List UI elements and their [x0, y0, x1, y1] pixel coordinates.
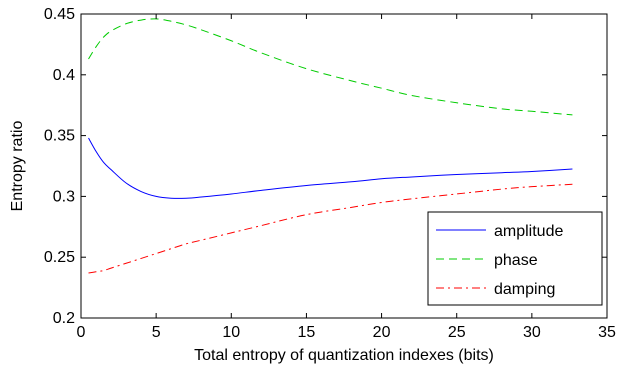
x-axis-ticks: 0 5 10 15 20 25 30 35 — [77, 14, 616, 341]
y-tick-label: 0.2 — [53, 310, 75, 327]
legend: amplitude phase damping — [427, 211, 603, 306]
plot-area — [88, 18, 573, 274]
series-line-phase — [88, 18, 573, 116]
x-axis-label: Total entropy of quantization indexes (b… — [194, 347, 494, 364]
plot-frame — [80, 13, 608, 319]
x-tick-label: 5 — [152, 324, 161, 341]
x-tick-label: 25 — [448, 324, 466, 341]
y-tick-label: 0.45 — [44, 6, 75, 23]
y-tick-label: 0.35 — [44, 128, 75, 145]
x-tick-label: 30 — [523, 324, 541, 341]
series-line-damping — [88, 183, 573, 274]
y-axis-ticks: 0.2 0.25 0.3 0.35 0.4 0.45 — [44, 6, 607, 327]
legend-label-amplitude: amplitude — [494, 223, 563, 240]
x-tick-label: 15 — [298, 324, 316, 341]
series-line-amplitude — [88, 137, 573, 199]
x-tick-label: 0 — [77, 324, 86, 341]
x-tick-label: 20 — [373, 324, 391, 341]
legend-label-phase: phase — [494, 252, 538, 269]
y-tick-label: 0.25 — [44, 249, 75, 266]
x-tick-label: 10 — [222, 324, 240, 341]
legend-label-damping: damping — [494, 281, 555, 298]
y-axis-label: Entropy ratio — [9, 121, 26, 212]
y-tick-label: 0.3 — [53, 188, 75, 205]
y-tick-label: 0.4 — [53, 67, 75, 84]
x-tick-label: 35 — [598, 324, 616, 341]
